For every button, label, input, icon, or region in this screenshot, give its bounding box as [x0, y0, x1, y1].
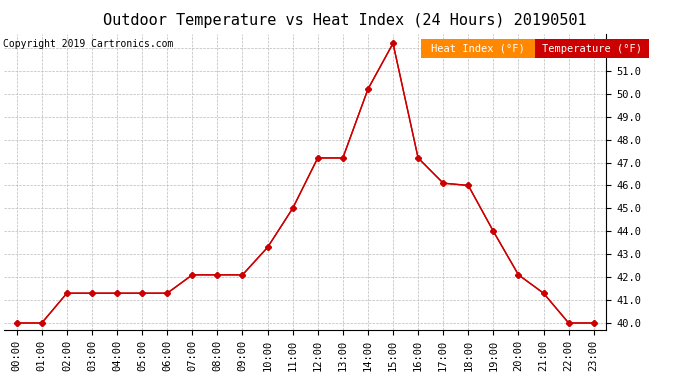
Text: Copyright 2019 Cartronics.com: Copyright 2019 Cartronics.com	[3, 39, 174, 50]
Text: Outdoor Temperature vs Heat Index (24 Hours) 20190501: Outdoor Temperature vs Heat Index (24 Ho…	[104, 13, 586, 28]
Text: Heat Index (°F): Heat Index (°F)	[431, 44, 524, 54]
Text: Temperature (°F): Temperature (°F)	[542, 44, 642, 54]
